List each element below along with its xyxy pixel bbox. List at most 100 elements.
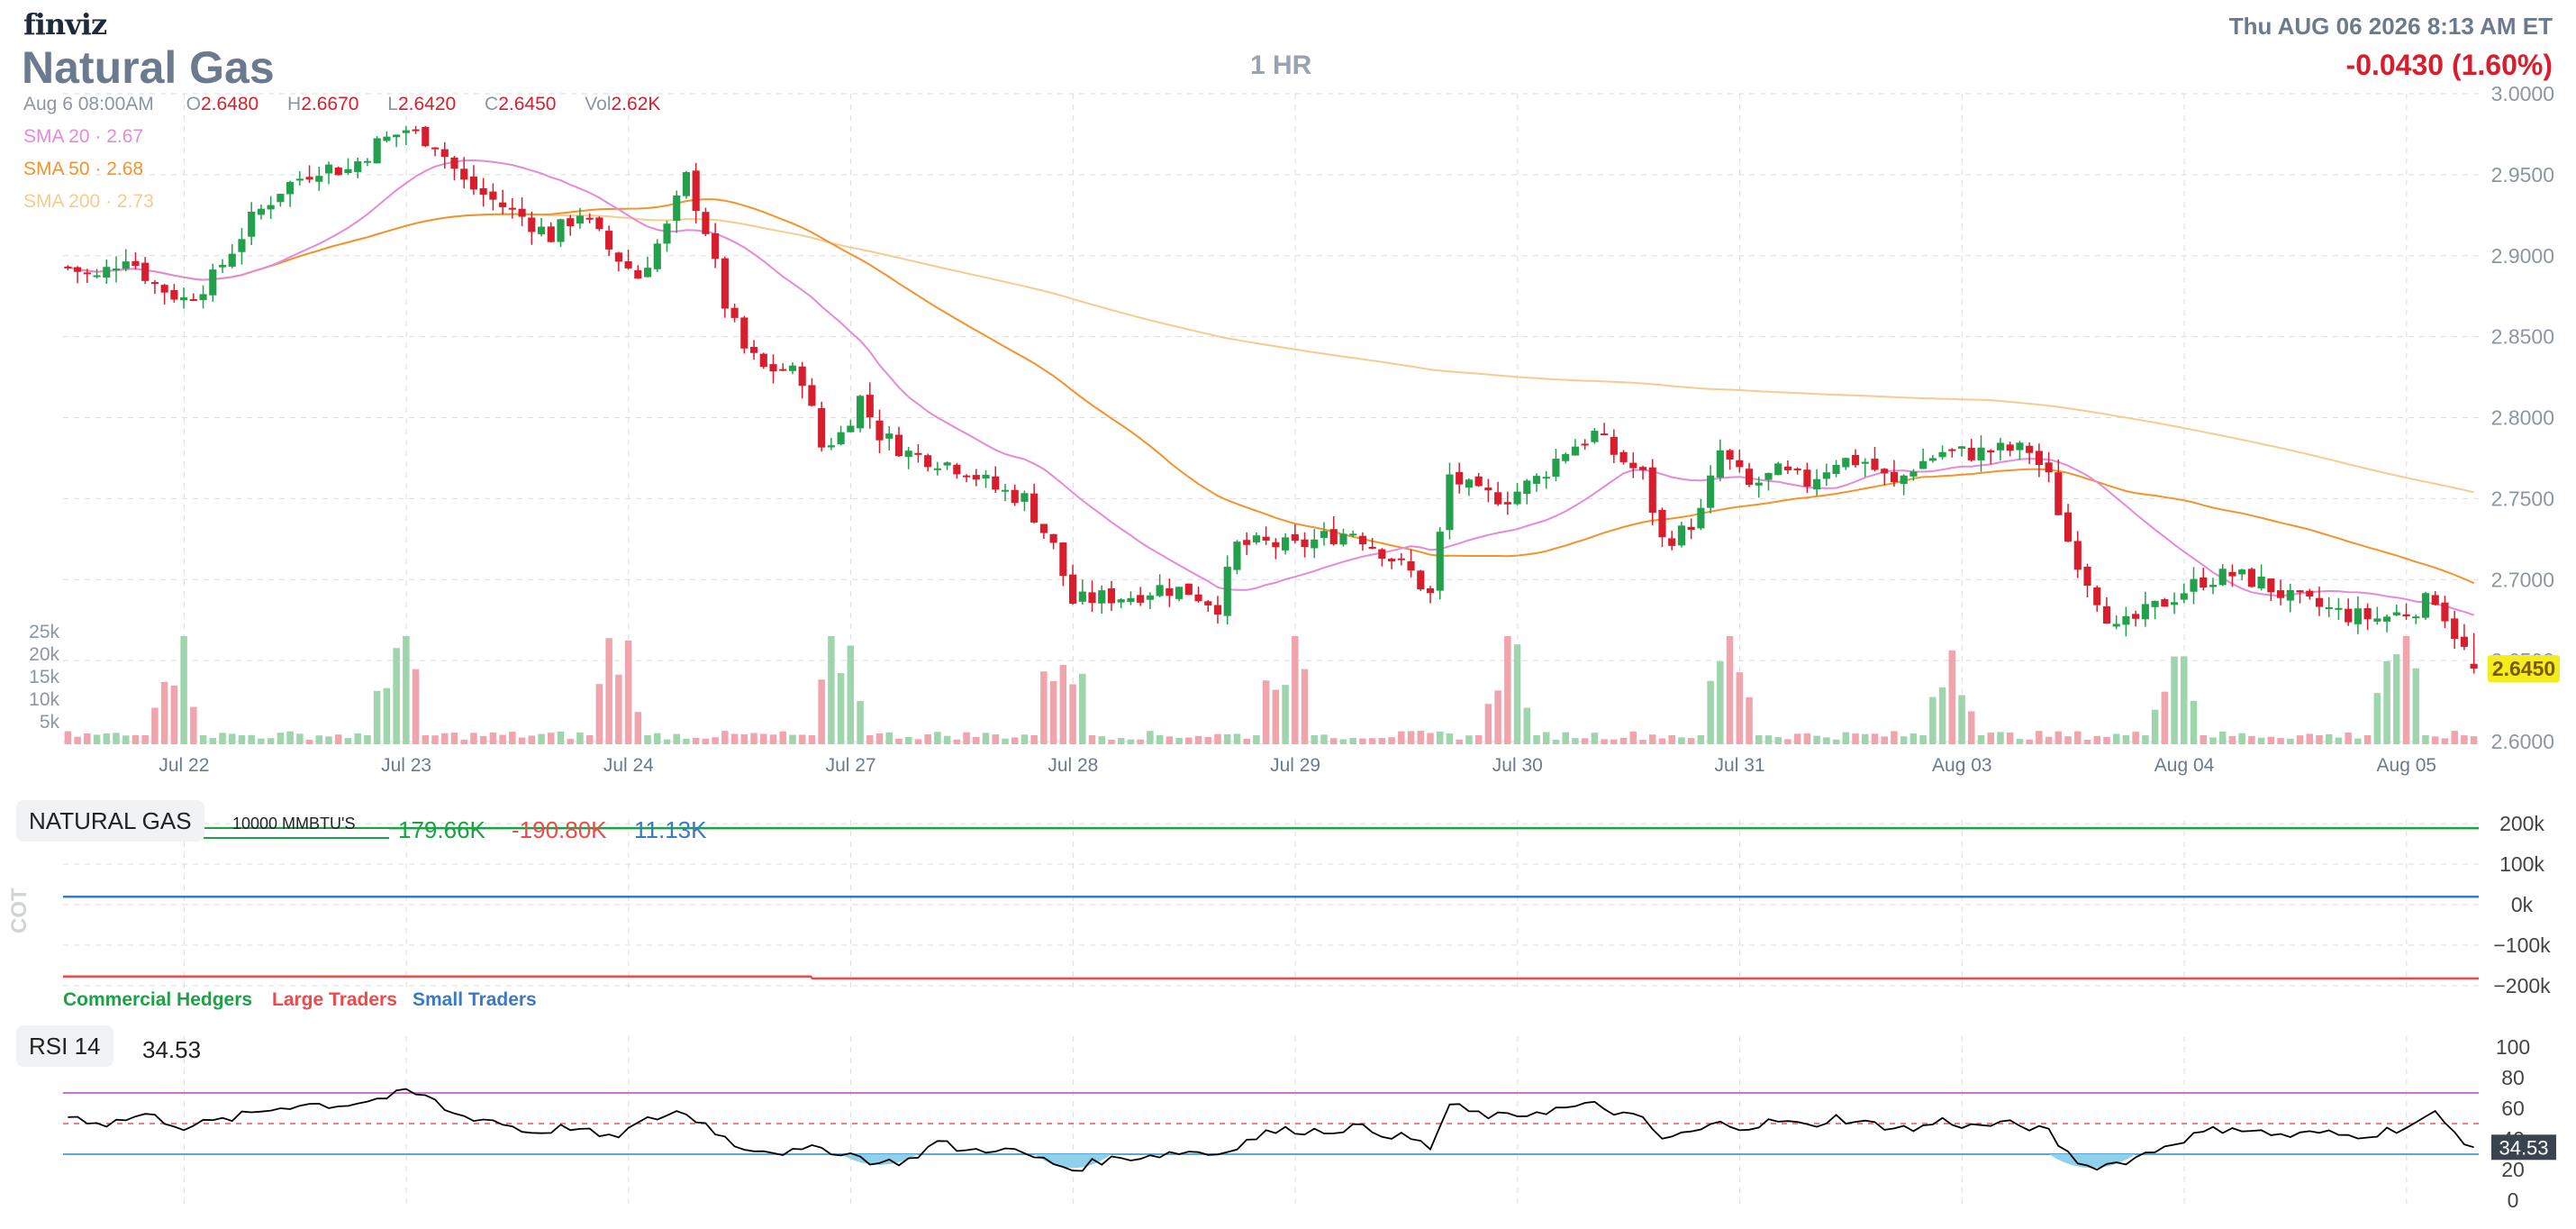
candle-body (894, 434, 903, 457)
volume-bar (730, 733, 739, 744)
volume-bar (460, 739, 467, 744)
sma200-legend[interactable]: SMA 200 · 2.73 (23, 191, 154, 212)
candle-body (2016, 442, 2024, 451)
volume-bar (1175, 737, 1183, 744)
volume-bar (1803, 733, 1811, 744)
candle-body (2073, 541, 2082, 570)
candle-body (528, 217, 536, 232)
volume-bar (548, 733, 555, 744)
candle-body (933, 468, 941, 470)
volume-bar (982, 733, 990, 744)
x-tick-label: Jul 22 (159, 755, 209, 776)
candle-body (827, 445, 835, 448)
candle-body (624, 261, 632, 269)
cot-instrument-tag[interactable]: NATURAL GAS (16, 800, 204, 842)
sma20-legend[interactable]: SMA 20 · 2.67 (23, 126, 144, 147)
y-tick-label: 2.7000 (2491, 568, 2554, 591)
volume-bar (663, 739, 671, 744)
candle-body (2054, 472, 2063, 515)
volume-bar (1059, 664, 1067, 744)
candle-body (1474, 476, 1483, 487)
rsi-tag[interactable]: RSI 14 (16, 1025, 113, 1067)
candle-body (1638, 467, 1647, 470)
sma50-legend[interactable]: SMA 50 · 2.68 (23, 159, 144, 179)
candle-body (1601, 433, 1609, 436)
volume-bar (1842, 732, 1850, 744)
volume-bar (924, 733, 931, 744)
timeframe-label[interactable]: 1 HR (1250, 50, 1312, 80)
volume-tick-label: 5k (40, 712, 60, 733)
candle-body (1822, 472, 1830, 479)
volume-bar (1494, 690, 1501, 744)
volume-bar (479, 735, 487, 744)
candle-body (992, 476, 1000, 490)
volume-bar (557, 731, 565, 744)
volume-bar (1968, 711, 1975, 744)
candle-body (2451, 618, 2459, 640)
candle-body (2200, 577, 2208, 588)
candle-body (199, 294, 207, 300)
candle-body (2460, 636, 2468, 647)
volume-bar (450, 733, 458, 744)
legend-large-traders[interactable]: Large Traders (272, 989, 397, 1010)
legend-small-traders[interactable]: Small Traders (413, 989, 537, 1010)
volume-bar (170, 685, 178, 744)
candle-body (2209, 585, 2218, 587)
volume-bar (2431, 736, 2439, 744)
candle-body (2441, 602, 2449, 622)
candle-body (1175, 587, 1184, 599)
candle-body (904, 451, 912, 458)
finviz-logo[interactable]: finviz (23, 7, 107, 41)
candle-body (2218, 569, 2227, 586)
volume-bar (1194, 735, 1202, 744)
volume-bar (2142, 735, 2149, 744)
volume-bar (875, 733, 884, 744)
candle-body (2392, 612, 2400, 615)
volume-bar (1272, 689, 1280, 744)
volume-bar (2383, 660, 2390, 744)
candle-body (2170, 602, 2179, 605)
volume-bar (1388, 737, 1395, 744)
volume-bar (1349, 737, 1356, 744)
legend-commercial-hedgers[interactable]: Commercial Hedgers (63, 989, 253, 1010)
candle-body (180, 297, 188, 301)
volume-bar (2064, 736, 2072, 744)
volume-bar (2248, 735, 2255, 744)
candle-body (1532, 476, 1541, 484)
candle-body (1243, 540, 1251, 545)
volume-bar (2461, 735, 2468, 744)
candle-body (1484, 487, 1492, 491)
volume-bar (1020, 734, 1029, 744)
candle-body (1272, 542, 1280, 548)
volume-bar (470, 733, 477, 744)
candle-body (412, 129, 420, 132)
volume-bar (2345, 732, 2352, 744)
cot-large-value: -190.80K (512, 816, 607, 843)
candle-body (663, 223, 671, 244)
volume-bar (1098, 736, 1106, 744)
candle-body (1919, 460, 1927, 469)
candle-body (1677, 525, 1686, 546)
volume-bar (412, 669, 420, 744)
volume-bar (354, 733, 361, 744)
open-label: O (186, 94, 201, 114)
candle-body (595, 217, 603, 230)
candle-body (2363, 607, 2372, 620)
candle-body (1948, 449, 1956, 451)
candle-body (1745, 469, 1754, 486)
low-value: 2.6420 (397, 94, 457, 114)
candle-body (1513, 491, 1521, 505)
candle-body (2026, 445, 2034, 453)
volume-bar (2393, 654, 2400, 744)
volume-bar (1446, 733, 1454, 744)
close-label: C (485, 94, 499, 114)
volume-bar (2363, 735, 2372, 744)
volume-bar (151, 707, 159, 744)
volume-tick-label: 15k (29, 667, 59, 687)
candle-body (1697, 507, 1705, 529)
volume-tick-label: 25k (29, 622, 59, 642)
candle-body (1020, 493, 1029, 502)
candle-body (1648, 467, 1656, 514)
candle-body (1803, 469, 1811, 487)
